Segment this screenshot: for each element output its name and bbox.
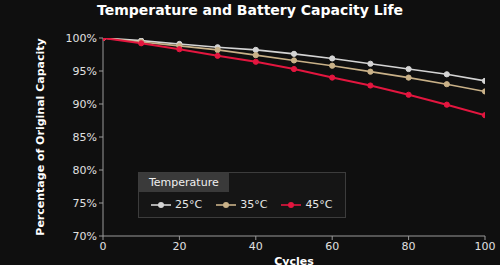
html-text:Temperature and Battery Capaci: Temperature and Battery Capacity Life bbox=[97, 2, 403, 18]
svg-text:85%: 85% bbox=[73, 131, 97, 144]
svg-text:95%: 95% bbox=[73, 65, 97, 78]
svg-text:Cycles: Cycles bbox=[274, 255, 314, 265]
svg-text:60: 60 bbox=[325, 240, 339, 253]
svg-text:80: 80 bbox=[402, 240, 416, 253]
svg-text:Percentage of Original Capacit: Percentage of Original Capacity bbox=[34, 38, 47, 235]
svg-text:80%: 80% bbox=[73, 164, 97, 177]
svg-text:0: 0 bbox=[100, 240, 107, 253]
html-text:Temperature: Temperature bbox=[149, 176, 219, 189]
svg-text:90%: 90% bbox=[73, 98, 97, 111]
svg-text:70%: 70% bbox=[73, 230, 97, 243]
html-text:25°C: 25°C bbox=[175, 198, 203, 211]
svg-text:20: 20 bbox=[172, 240, 186, 253]
html-text:35°C: 35°C bbox=[240, 198, 268, 211]
svg-text:100%: 100% bbox=[66, 32, 97, 45]
html-text:45°C: 45°C bbox=[305, 198, 333, 211]
svg-text:40: 40 bbox=[249, 240, 263, 253]
svg-text:75%: 75% bbox=[73, 197, 97, 210]
svg-text:100: 100 bbox=[475, 240, 496, 253]
